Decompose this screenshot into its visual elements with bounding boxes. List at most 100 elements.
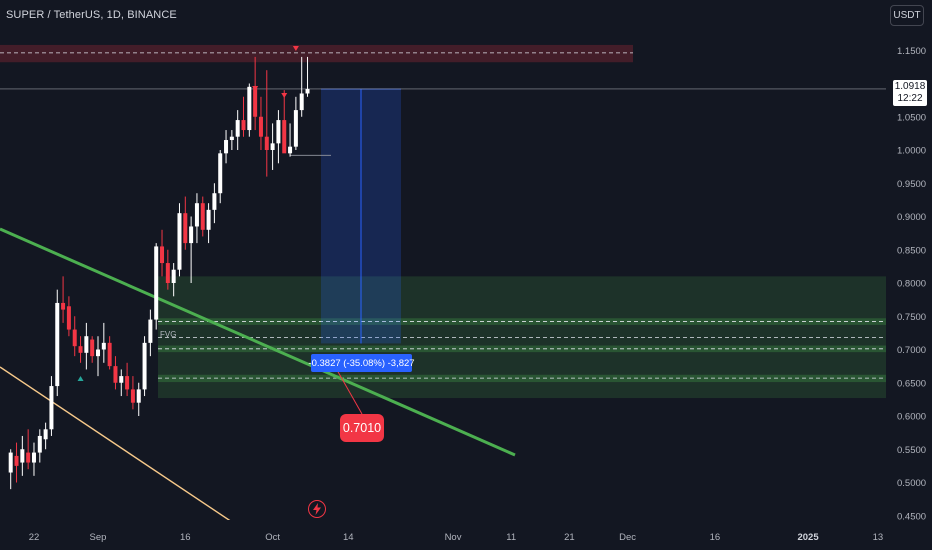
candle-body: [61, 302, 66, 310]
green-trendline: [0, 227, 516, 457]
candle: [14, 442, 19, 483]
y-tick-label: 0.5000: [897, 478, 926, 489]
candle-body: [26, 452, 31, 463]
candle: [264, 70, 269, 177]
candle: [66, 296, 71, 337]
candle: [224, 130, 229, 164]
candle-body: [235, 120, 240, 137]
candle-body: [125, 376, 130, 390]
candle-body: [49, 386, 54, 430]
x-tick-label: 14: [343, 532, 354, 543]
candle-body: [8, 452, 13, 473]
candle: [270, 123, 275, 170]
candle: [154, 243, 159, 330]
candle-body: [78, 346, 83, 353]
candle-body: [194, 203, 199, 227]
plot-area: [0, 44, 886, 520]
candle: [37, 429, 42, 463]
y-tick-label: 1.1500: [897, 46, 926, 57]
candle-body: [189, 226, 194, 244]
x-tick-label: 13: [873, 532, 884, 543]
y-tick-label: 0.4500: [897, 511, 926, 522]
candle: [72, 316, 77, 357]
candle: [90, 336, 95, 363]
candle: [125, 362, 130, 397]
candle: [282, 90, 287, 154]
candle-body: [119, 376, 124, 383]
x-tick-label: Oct: [265, 532, 280, 543]
candle: [8, 449, 13, 490]
fvg-label: FVG: [160, 330, 177, 339]
candle: [194, 193, 199, 244]
y-tick-label: 0.9000: [897, 212, 926, 223]
candle: [31, 442, 36, 476]
x-tick-label: 21: [564, 532, 575, 543]
candle: [241, 96, 246, 137]
y-tick-label: 0.6500: [897, 378, 926, 389]
y-tick-label: 0.7500: [897, 312, 926, 323]
candle: [119, 369, 124, 397]
last-price-value: 1.0918: [894, 81, 926, 92]
candle-body: [130, 389, 135, 403]
candle: [136, 382, 141, 416]
y-tick-label: 0.9500: [897, 179, 926, 190]
candle-body: [258, 116, 263, 137]
candle-body: [212, 193, 217, 210]
candle-body: [165, 263, 170, 283]
candle-body: [66, 306, 71, 330]
candle: [253, 56, 258, 131]
candle-body: [241, 120, 246, 131]
candle-body: [160, 246, 165, 264]
y-tick-label: 1.0500: [897, 112, 926, 123]
x-tick-label: 11: [506, 532, 516, 543]
candle-body: [96, 349, 100, 357]
candle: [142, 336, 147, 397]
candle-body: [206, 209, 211, 230]
candle-body: [177, 213, 182, 270]
candle-body: [37, 435, 42, 453]
candle: [43, 422, 48, 450]
candle-body: [171, 269, 176, 283]
x-tick-label: 2025: [797, 532, 819, 543]
candle: [288, 123, 293, 157]
candle-body: [31, 452, 36, 463]
candle-body: [299, 93, 304, 111]
candle: [183, 196, 188, 250]
bar-countdown: 12:22: [897, 93, 923, 104]
candle-body: [90, 339, 95, 357]
candle: [148, 309, 153, 357]
candle-body: [14, 455, 19, 466]
candle: [26, 429, 31, 470]
sell-signal-marker: [281, 93, 288, 98]
candle-body: [288, 146, 293, 154]
candle-body: [224, 140, 229, 154]
candle: [189, 216, 194, 283]
lightning-bolt-icon[interactable]: [308, 500, 326, 518]
candle: [165, 249, 170, 290]
buy-signal-marker: [77, 376, 84, 381]
candle: [235, 110, 240, 150]
callout-pointer: [336, 369, 363, 415]
candle: [177, 203, 182, 277]
candle: [107, 336, 112, 370]
currency-button[interactable]: USDT: [890, 5, 924, 26]
candle-body: [142, 342, 147, 390]
x-tick-label: Sep: [90, 532, 107, 543]
candle-body: [218, 153, 223, 194]
candle: [218, 150, 223, 204]
candle-body: [305, 88, 310, 94]
candle-body: [72, 329, 77, 347]
candle-body: [136, 389, 141, 403]
candle: [299, 56, 304, 117]
candle-body: [270, 143, 275, 150]
candle-body: [183, 213, 188, 244]
y-tick-label: 1.0000: [897, 146, 926, 157]
candle-body: [200, 203, 205, 230]
candle-body: [20, 449, 25, 463]
candle-body: [101, 342, 106, 350]
y-tick-label: 0.5500: [897, 445, 926, 456]
supply-zone: [0, 44, 633, 63]
candle: [293, 96, 298, 150]
candle-body: [229, 136, 234, 141]
